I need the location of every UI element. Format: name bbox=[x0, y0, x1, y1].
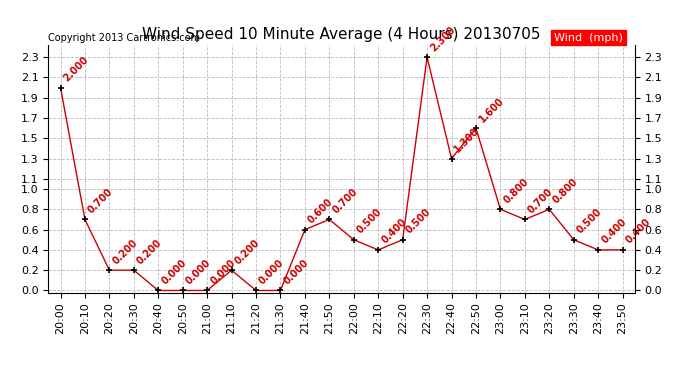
Text: 0.500: 0.500 bbox=[575, 207, 604, 236]
Text: 0.200: 0.200 bbox=[135, 237, 164, 266]
Text: 0.000: 0.000 bbox=[184, 258, 213, 286]
Text: 0.500: 0.500 bbox=[355, 207, 384, 236]
Text: 0.400: 0.400 bbox=[380, 217, 408, 246]
Text: Wind  (mph): Wind (mph) bbox=[554, 33, 623, 42]
Text: 2.000: 2.000 bbox=[61, 55, 90, 84]
Text: 1.600: 1.600 bbox=[477, 95, 506, 124]
Text: 0.400: 0.400 bbox=[624, 217, 653, 246]
Text: 0.000: 0.000 bbox=[159, 258, 188, 286]
Text: 2.300: 2.300 bbox=[428, 24, 457, 53]
Text: 0.200: 0.200 bbox=[110, 237, 139, 266]
Text: 0.500: 0.500 bbox=[404, 207, 433, 236]
Text: 1.300: 1.300 bbox=[453, 126, 482, 154]
Text: 0.800: 0.800 bbox=[502, 176, 531, 205]
Text: 0.700: 0.700 bbox=[526, 187, 555, 215]
Text: 0.000: 0.000 bbox=[282, 258, 310, 286]
Text: 0.000: 0.000 bbox=[257, 258, 286, 286]
Text: 0.800: 0.800 bbox=[551, 176, 580, 205]
Text: 0.000: 0.000 bbox=[208, 258, 237, 286]
Text: 0.600: 0.600 bbox=[306, 197, 335, 225]
Text: 0.700: 0.700 bbox=[331, 187, 359, 215]
Text: 0.700: 0.700 bbox=[86, 187, 115, 215]
Title: Wind Speed 10 Minute Average (4 Hours) 20130705: Wind Speed 10 Minute Average (4 Hours) 2… bbox=[142, 27, 541, 42]
Text: 0.400: 0.400 bbox=[600, 217, 628, 246]
Text: Copyright 2013 Cartronics.com: Copyright 2013 Cartronics.com bbox=[48, 33, 200, 42]
Text: 0.200: 0.200 bbox=[233, 237, 262, 266]
